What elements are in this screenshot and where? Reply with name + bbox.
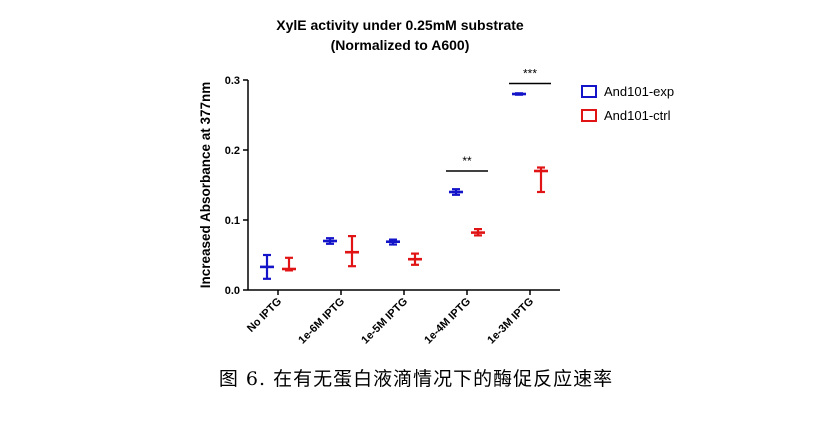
error-bar-point	[408, 252, 422, 266]
x-tick-label: 1e-6M IPTG	[296, 296, 347, 347]
legend-label: And101-exp	[604, 84, 674, 99]
y-axis-label: Increased Absorbance at 377nm	[198, 82, 213, 289]
error-bar-point	[534, 166, 548, 194]
significance-annotations: *****	[446, 67, 551, 172]
error-bar-point	[282, 256, 296, 272]
significance-label: **	[462, 154, 472, 168]
y-tick-label: 0.2	[225, 145, 240, 157]
error-bar-point	[260, 253, 274, 280]
error-bar-point	[471, 228, 485, 237]
x-tick-label: 1e-5M IPTG	[359, 296, 410, 347]
y-tick-label: 0.1	[225, 215, 240, 227]
chart-title-line-1: XylE activity under 0.25mM substrate	[276, 17, 524, 33]
significance-label: ***	[523, 67, 537, 81]
error-bar-point	[323, 237, 337, 245]
data-marks	[260, 92, 548, 280]
x-tick-label: 1e-3M IPTG	[485, 296, 536, 347]
error-bar-point	[386, 238, 400, 246]
x-tick-label: No IPTG	[245, 296, 284, 335]
legend: And101-exp And101-ctrl	[581, 84, 674, 123]
legend-swatch	[581, 85, 597, 98]
error-bar-point	[449, 188, 463, 196]
error-bar-point	[512, 92, 526, 96]
chart-title-line-2: (Normalized to A600)	[331, 37, 470, 53]
figure-caption: 图 6. 在有无蛋白液滴情况下的酶促反应速率	[218, 368, 614, 390]
error-bar-point	[345, 235, 359, 268]
x-tick-label: 1e-4M IPTG	[422, 296, 473, 347]
chart-canvas: XylE activity under 0.25mM substrate (No…	[198, 17, 674, 346]
axes: 0.00.10.20.3No IPTG 1e-6M IPTG 1e-5M IPTG 1…	[225, 75, 560, 346]
y-tick-label: 0.0	[225, 285, 240, 297]
y-tick-label: 0.3	[225, 75, 240, 87]
legend-label: And101-ctrl	[604, 108, 671, 123]
legend-swatch	[581, 109, 597, 122]
